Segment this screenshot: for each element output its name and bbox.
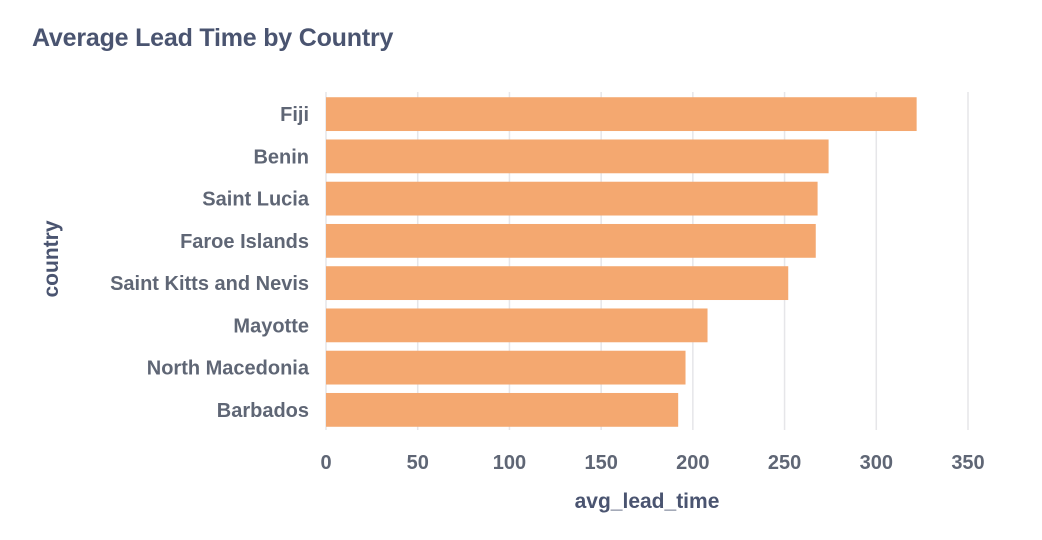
- x-tick-label: 50: [407, 452, 429, 474]
- x-tick-label: 350: [951, 452, 984, 474]
- y-tick-label: Fiji: [280, 104, 309, 126]
- x-tick-label: 200: [676, 452, 709, 474]
- y-axis-label: country: [40, 220, 63, 297]
- x-tick-label: 100: [493, 452, 526, 474]
- x-tick-label: 250: [768, 452, 801, 474]
- x-tick-labels: 0 50 100 150 200 250 300 350: [320, 452, 984, 474]
- y-tick-label: Saint Kitts and Nevis: [110, 273, 309, 295]
- x-tick-label: 300: [860, 452, 893, 474]
- bar-saint-lucia[interactable]: [326, 181, 818, 216]
- bar-barbados[interactable]: [326, 392, 679, 427]
- bar-north-macedonia[interactable]: [326, 350, 686, 385]
- bar-saint-kitts-and-nevis[interactable]: [326, 266, 789, 301]
- y-tick-label: Mayotte: [233, 315, 309, 337]
- x-axis-label: avg_lead_time: [575, 490, 720, 513]
- y-tick-label: Saint Lucia: [202, 189, 310, 211]
- y-tick-labels: Fiji Benin Saint Lucia Faroe Islands Saint K…: [110, 104, 310, 422]
- bar-faroe-islands[interactable]: [326, 223, 816, 258]
- y-tick-label: Barbados: [217, 400, 309, 422]
- y-tick-label: Faroe Islands: [180, 231, 309, 253]
- bar-benin[interactable]: [326, 139, 829, 174]
- x-tick-label: 150: [584, 452, 617, 474]
- bars: [326, 97, 917, 427]
- chart-title: Average Lead Time by Country: [32, 24, 394, 52]
- y-tick-label: North Macedonia: [147, 358, 310, 380]
- bar-mayotte[interactable]: [326, 308, 708, 343]
- y-tick-label: Benin: [253, 146, 309, 168]
- x-tick-label: 0: [320, 452, 331, 474]
- bar-fiji[interactable]: [326, 97, 917, 132]
